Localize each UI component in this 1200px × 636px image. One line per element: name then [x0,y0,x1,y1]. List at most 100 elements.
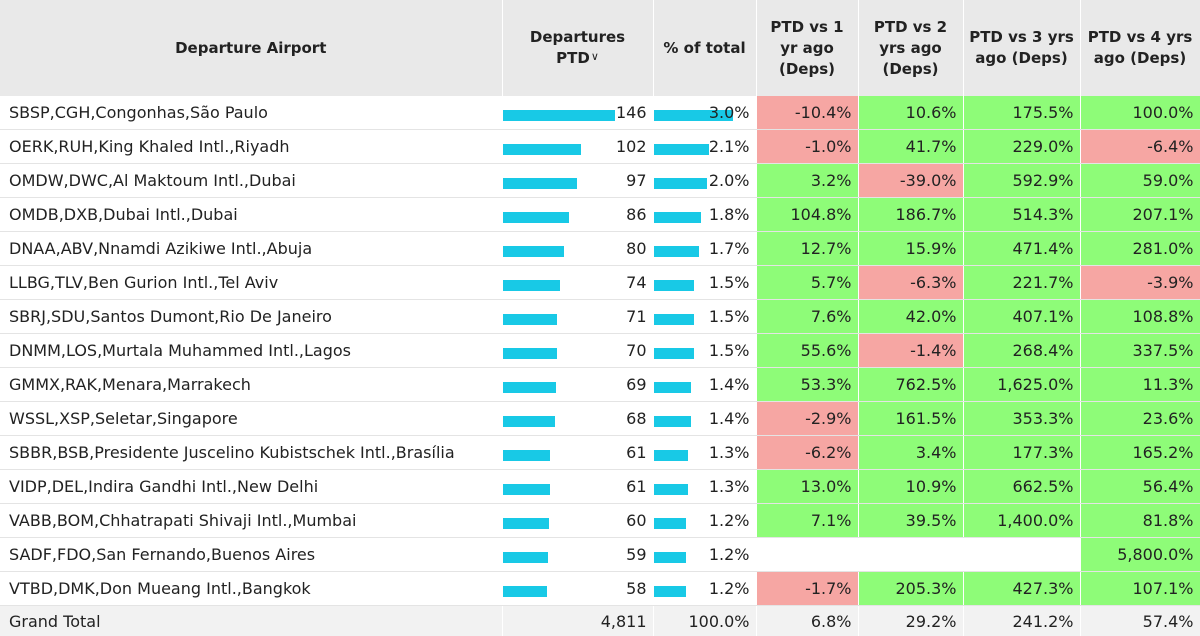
pct-bar [653,211,701,223]
header-vs-4yr[interactable]: PTD vs 4 yrs ago (Deps) [1080,0,1200,96]
departures-cell: 69 [502,367,654,402]
header-vs-1yr[interactable]: PTD vs 1 yr ago (Deps) [756,0,859,96]
departures-bar [502,449,550,461]
vs-4yr-cell: 165.2% [1080,435,1200,470]
pct-bar [653,415,691,427]
departures-bar [502,245,564,257]
table-row[interactable]: WSSL,XSP,Seletar,Singapore 68 1.4% -2.9% 161… [0,401,1200,436]
vs-2yr-cell: 42.0% [858,299,964,334]
table-row[interactable]: SBBR,BSB,Presidente Juscelino Kubistsche… [0,435,1200,470]
header-vs-2yr[interactable]: PTD vs 2 yrs ago (Deps) [858,0,964,96]
vs-4yr-cell: 281.0% [1080,231,1200,266]
airport-cell: SBBR,BSB,Presidente Juscelino Kubistsche… [0,435,503,470]
vs-2yr-cell: 41.7% [858,129,964,164]
vs-4yr-cell: 5,800.0% [1080,537,1200,572]
vs-1yr-cell: -1.0% [756,129,859,164]
departures-bar [502,177,577,189]
pct-bar [653,517,686,529]
header-departure-airport[interactable]: Departure Airport [0,0,503,96]
pct-total-cell: 1.2% [653,537,757,572]
vs-1yr-cell: 53.3% [756,367,859,402]
table-row[interactable]: GMMX,RAK,Menara,Marrakech 69 1.4% 53.3% 762.… [0,367,1200,402]
vs-4yr-cell: 56.4% [1080,469,1200,504]
vs-4yr-cell: 107.1% [1080,571,1200,606]
departures-cell: 61 [502,435,654,470]
pct-bar [653,381,691,393]
pct-total-cell: 1.4% [653,401,757,436]
vs-2yr-cell: 10.9% [858,469,964,504]
table-row[interactable]: VABB,BOM,Chhatrapati Shivaji Intl.,Mumba… [0,503,1200,538]
table-row[interactable]: SBSP,CGH,Congonhas,São Paulo 146 3.0% -10.4… [0,96,1200,130]
vs-3yr-cell: 514.3% [963,197,1081,232]
departures-value: 59 [626,545,647,564]
vs-2yr-cell: 186.7% [858,197,964,232]
vs-2yr-cell: -39.0% [858,163,964,198]
vs-2yr-cell: -6.3% [858,265,964,300]
departures-bar [502,517,549,529]
pct-value: 1.2% [708,579,750,598]
pct-bar [653,245,699,257]
vs-3yr-cell: 177.3% [963,435,1081,470]
vs-1yr-cell: 13.0% [756,469,859,504]
departures-value: 80 [626,239,647,258]
pct-bar [653,177,707,189]
pct-total-cell: 1.2% [653,571,757,606]
departures-bar [502,347,557,359]
airport-cell: LLBG,TLV,Ben Gurion Intl.,Tel Aviv [0,265,503,300]
vs-2yr-cell: 39.5% [858,503,964,538]
departures-cell: 59 [502,537,654,572]
departures-value: 102 [615,137,647,156]
pct-value: 1.5% [708,307,750,326]
vs-3yr-cell: 427.3% [963,571,1081,606]
header-pct-total[interactable]: % of total [653,0,757,96]
pct-total-cell: 2.1% [653,129,757,164]
vs-4yr-cell: -6.4% [1080,129,1200,164]
departures-bar [502,585,547,597]
table-row[interactable]: OERK,RUH,King Khaled Intl.,Riyadh 102 2.1%… [0,129,1200,164]
vs-2yr-cell: 205.3% [858,571,964,606]
vs-1yr-cell: 5.7% [756,265,859,300]
departures-value: 58 [626,579,647,598]
departures-bar [502,415,555,427]
airport-cell: GMMX,RAK,Menara,Marrakech [0,367,503,402]
table-row[interactable]: DNMM,LOS,Murtala Muhammed Intl.,Lagos 70 1… [0,333,1200,368]
departures-value: 60 [626,511,647,530]
airport-cell: OMDB,DXB,Dubai Intl.,Dubai [0,197,503,232]
pct-value: 1.8% [708,205,750,224]
pct-total-cell: 1.8% [653,197,757,232]
departures-cell: 61 [502,469,654,504]
airport-cell: DNMM,LOS,Murtala Muhammed Intl.,Lagos [0,333,503,368]
table-body: SBSP,CGH,Congonhas,São Paulo 146 3.0% -10.4… [0,96,1200,606]
departures-cell: 80 [502,231,654,266]
departures-bar [502,109,615,121]
pct-value: 1.7% [708,239,750,258]
vs-1yr-cell: 104.8% [756,197,859,232]
departures-value: 71 [626,307,647,326]
pct-value: 1.5% [708,341,750,360]
pct-value: 2.1% [708,137,750,156]
departures-bar [502,381,556,393]
grand-total-pct: 100.0% [653,605,757,636]
vs-4yr-cell: 81.8% [1080,503,1200,538]
airport-cell: WSSL,XSP,Seletar,Singapore [0,401,503,436]
table-row[interactable]: LLBG,TLV,Ben Gurion Intl.,Tel Aviv 74 1.5%… [0,265,1200,300]
vs-3yr-cell [963,537,1081,572]
vs-1yr-cell: 7.6% [756,299,859,334]
airport-cell: SBSP,CGH,Congonhas,São Paulo [0,96,503,130]
departures-value: 146 [615,103,647,122]
table-row[interactable]: VIDP,DEL,Indira Gandhi Intl.,New Delhi 61… [0,469,1200,504]
table-row[interactable]: VTBD,DMK,Don Mueang Intl.,Bangkok 58 1.2% -… [0,571,1200,606]
table-row[interactable]: OMDW,DWC,Al Maktoum Intl.,Dubai 97 2.0% 3.2… [0,163,1200,198]
table-row[interactable]: OMDB,DXB,Dubai Intl.,Dubai 86 1.8% 104.8% 18… [0,197,1200,232]
vs-3yr-cell: 662.5% [963,469,1081,504]
vs-3yr-cell: 175.5% [963,96,1081,130]
vs-4yr-cell: 59.0% [1080,163,1200,198]
table-row[interactable]: SBRJ,SDU,Santos Dumont,Rio De Janeiro 71 1… [0,299,1200,334]
vs-3yr-cell: 229.0% [963,129,1081,164]
header-vs-3yr[interactable]: PTD vs 3 yrs ago (Deps) [963,0,1081,96]
chevron-down-icon[interactable]: ∨ [590,49,599,63]
table-row[interactable]: SADF,FDO,San Fernando,Buenos Aires 59 1.2%… [0,537,1200,572]
header-departures-ptd[interactable]: Departures PTD∨ [502,0,654,96]
table-row[interactable]: DNAA,ABV,Nnamdi Azikiwe Intl.,Abuja 80 1.7… [0,231,1200,266]
